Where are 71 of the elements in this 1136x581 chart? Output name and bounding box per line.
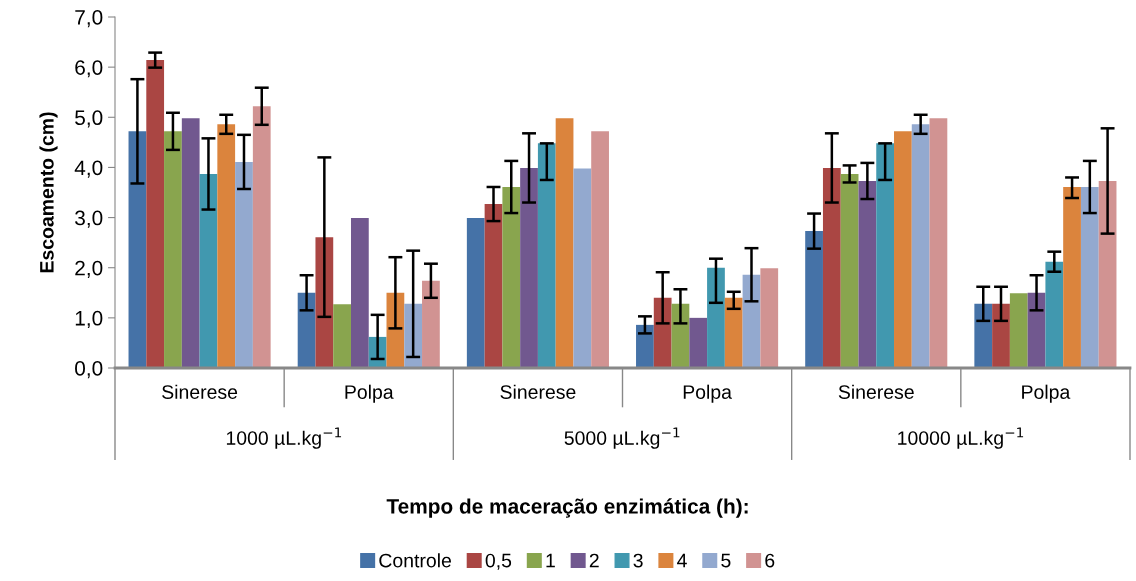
bar xyxy=(297,292,316,368)
bar xyxy=(502,186,521,368)
bar xyxy=(671,303,690,368)
x-tick-label: Polpa xyxy=(1022,384,1071,403)
bar xyxy=(805,231,823,368)
bar xyxy=(591,131,609,368)
x-tick-label: Sinerese xyxy=(162,384,238,399)
bar xyxy=(350,218,369,368)
text: 1000 µL.kg$^{−1}$ xyxy=(226,427,342,449)
legend-label: 1 xyxy=(546,553,555,568)
y-tick-label: 7,0 xyxy=(75,10,103,28)
bar xyxy=(992,303,1010,368)
bar xyxy=(742,274,761,368)
bar xyxy=(636,324,654,368)
bar xyxy=(573,168,592,368)
bar xyxy=(252,106,271,368)
y-tick-label: 3,0 xyxy=(75,210,103,228)
bar xyxy=(1098,180,1117,368)
y-tick-label: 4,0 xyxy=(74,160,103,178)
x-tick-label: Sinerese xyxy=(838,384,914,399)
y-tick-label: 6,0 xyxy=(75,60,103,78)
bar xyxy=(555,118,574,368)
legend-label: Controle xyxy=(379,553,451,568)
y-tick-label: 0,0 xyxy=(75,361,103,379)
bar xyxy=(929,118,948,368)
bar xyxy=(146,60,165,368)
bar xyxy=(128,131,147,368)
legend-label: 5 xyxy=(721,553,731,568)
bar xyxy=(858,180,877,368)
bar xyxy=(894,131,912,368)
bar xyxy=(724,297,743,368)
y-axis-title: Escoamento (cm) xyxy=(39,112,58,273)
bar xyxy=(707,267,725,368)
legend-label: 3 xyxy=(633,553,643,568)
y-tick-label: 2,0 xyxy=(75,260,103,278)
bar xyxy=(974,303,993,368)
bar xyxy=(1027,292,1046,368)
x-tick-label: Polpa xyxy=(345,384,394,403)
bar xyxy=(199,173,218,368)
bar xyxy=(1063,186,1081,368)
y-tick-label: 1,0 xyxy=(75,310,103,329)
legend-label: 2 xyxy=(589,553,599,568)
bar xyxy=(911,124,930,368)
bar xyxy=(235,161,253,368)
bar xyxy=(840,173,859,368)
bar xyxy=(1045,261,1064,368)
bar xyxy=(164,131,182,368)
legend-label: 6 xyxy=(765,553,775,568)
bar xyxy=(876,143,895,368)
bar xyxy=(217,124,236,368)
legend-label: 0,5 xyxy=(485,553,512,570)
bar xyxy=(520,167,538,368)
bar xyxy=(484,204,503,368)
bar xyxy=(181,118,200,368)
text: 10000 µL.kg$^{−1}$ xyxy=(898,427,1024,449)
bar xyxy=(1009,293,1028,368)
bar xyxy=(653,297,672,368)
bar xyxy=(537,143,556,368)
bar xyxy=(1080,186,1099,368)
x-tick-label: Polpa xyxy=(683,384,732,403)
bar xyxy=(422,280,440,368)
x-axis-title: Tempo de maceração enzimática (h): xyxy=(386,498,748,518)
bar xyxy=(689,317,708,368)
bar xyxy=(760,268,779,368)
legend-label: 4 xyxy=(677,553,687,568)
text: 5000 µL.kg$^{−1}$ xyxy=(564,427,680,449)
bar xyxy=(333,304,351,368)
y-tick-label: 5,0 xyxy=(75,110,103,128)
x-tick-label: Sinerese xyxy=(500,384,576,399)
bar xyxy=(466,218,485,368)
bar xyxy=(822,167,841,368)
